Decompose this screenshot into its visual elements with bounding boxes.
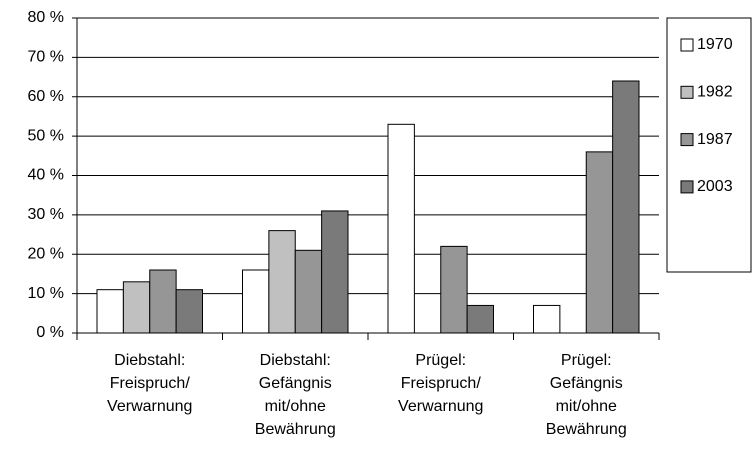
bar — [585, 151, 614, 334]
y-tick-label: 70 % — [28, 49, 64, 66]
bar — [466, 304, 494, 334]
x-tick-label: Prügel: Gefängnis mit/ohne Bewährung — [546, 352, 627, 438]
legend-label: 1987 — [697, 131, 733, 148]
legend-swatch — [680, 38, 694, 52]
x-tick-label: Diebstahl: Gefängnis mit/ohne Bewährung — [255, 352, 336, 438]
y-tick-label: 60 % — [28, 88, 64, 105]
legend-label: 1970 — [697, 36, 733, 53]
bar — [149, 269, 177, 334]
y-tick-label: 10 % — [28, 285, 64, 302]
y-tick-label: 20 % — [28, 245, 64, 262]
bar — [294, 249, 323, 334]
x-tick-label: Diebstahl: Freispruch/Verwarnung — [107, 352, 192, 415]
bar — [268, 230, 296, 334]
legend-label: 2003 — [697, 178, 733, 195]
bar — [387, 123, 415, 334]
y-tick-label: 40 % — [28, 167, 64, 184]
bar — [175, 289, 203, 334]
bar — [440, 245, 468, 334]
bar — [612, 80, 640, 334]
y-tick-label: 0 % — [36, 324, 64, 341]
legend-swatch — [680, 85, 694, 99]
bar — [321, 210, 349, 334]
legend-swatch — [680, 133, 694, 147]
bar — [122, 281, 151, 334]
bar — [242, 269, 270, 334]
y-tick-label: 30 % — [28, 206, 64, 223]
legend-swatch — [680, 180, 694, 194]
legend-label: 1982 — [697, 84, 733, 101]
bar — [533, 304, 561, 334]
y-tick-label: 80 % — [28, 9, 64, 26]
bar — [96, 289, 124, 334]
x-tick-label: Prügel: Freispruch/Verwarnung — [398, 352, 483, 415]
y-tick-label: 50 % — [28, 127, 64, 144]
